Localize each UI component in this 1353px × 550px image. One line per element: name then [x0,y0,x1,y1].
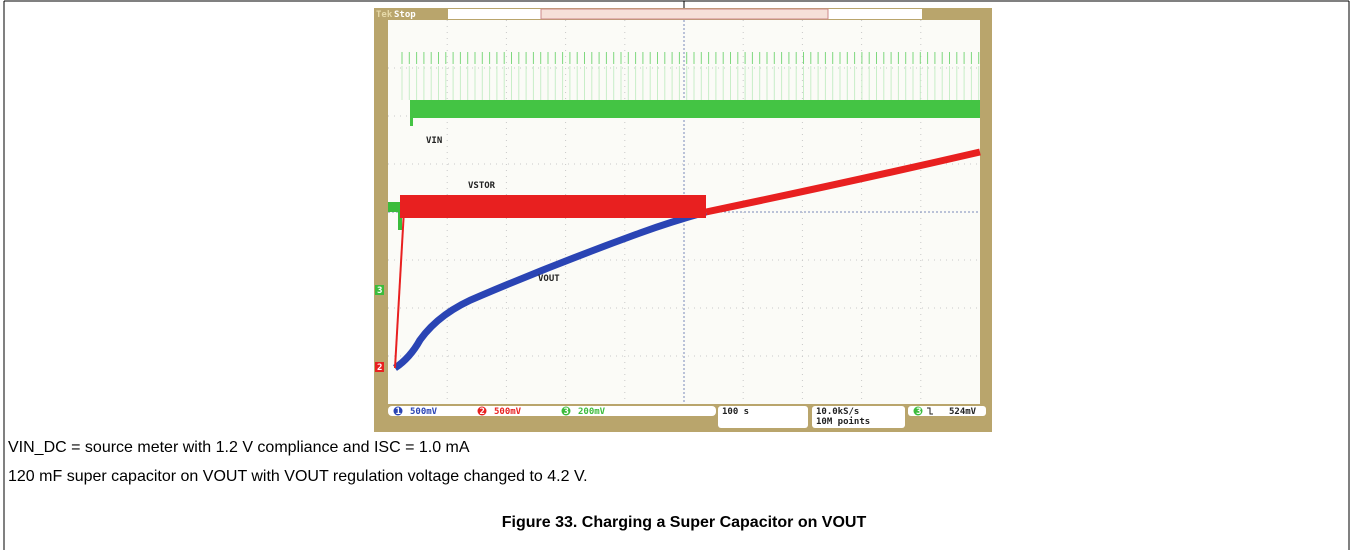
vstor-trace [400,195,706,218]
marker-label: 2 [377,363,382,373]
timebase: 100 s [722,407,749,417]
trace-label: VSTOR [468,181,496,191]
trigger-slope [927,407,933,415]
trigger-channel-icon [913,406,923,416]
marker [375,285,384,295]
vstor-trace [705,148,981,216]
caption-line: VIN_DC = source meter with 1.2 V complia… [8,439,470,456]
record-view [540,8,829,20]
channel-number: 1 [396,407,401,417]
marker-label: 3 [377,286,382,296]
trigger-level: 524mV [949,407,977,417]
vin-trace [410,100,413,126]
scope-screenshot: Tek Stop VIN VSTOR VOUT 3 2 1 500mV 2 500mV… [374,8,992,432]
vin-trace [410,100,980,118]
channel-box [388,406,716,416]
channel-scale: 500mV [410,407,438,417]
vstor-trace [394,209,405,369]
figure-title: Figure 33. Charging a Super Capacitor on… [502,514,867,531]
channel-scale: 200mV [578,407,606,417]
channel-scale: 500mV [494,407,522,417]
trigger-channel: 3 [916,407,921,417]
sample-rate: 10.0kS/s [816,407,859,417]
trace-label: VOUT [538,274,560,284]
brand: Tek [376,10,393,20]
marker [375,362,384,372]
vin-trace [398,212,402,230]
timebase-box [718,406,808,428]
vin-trace [388,202,400,212]
caption-line: 120 mF super capacitor on VOUT with VOUT… [8,468,588,485]
channel-number: 2 [480,407,485,417]
status: Stop [394,10,416,20]
trace-label: VIN [426,136,442,146]
record-length: 10M points [816,416,870,427]
channel-icon [477,406,487,416]
channel-icon [393,406,403,416]
vout-trace [392,208,707,371]
acq-box [812,406,905,428]
channel-number: 3 [564,407,569,417]
channel-icon [561,406,571,416]
